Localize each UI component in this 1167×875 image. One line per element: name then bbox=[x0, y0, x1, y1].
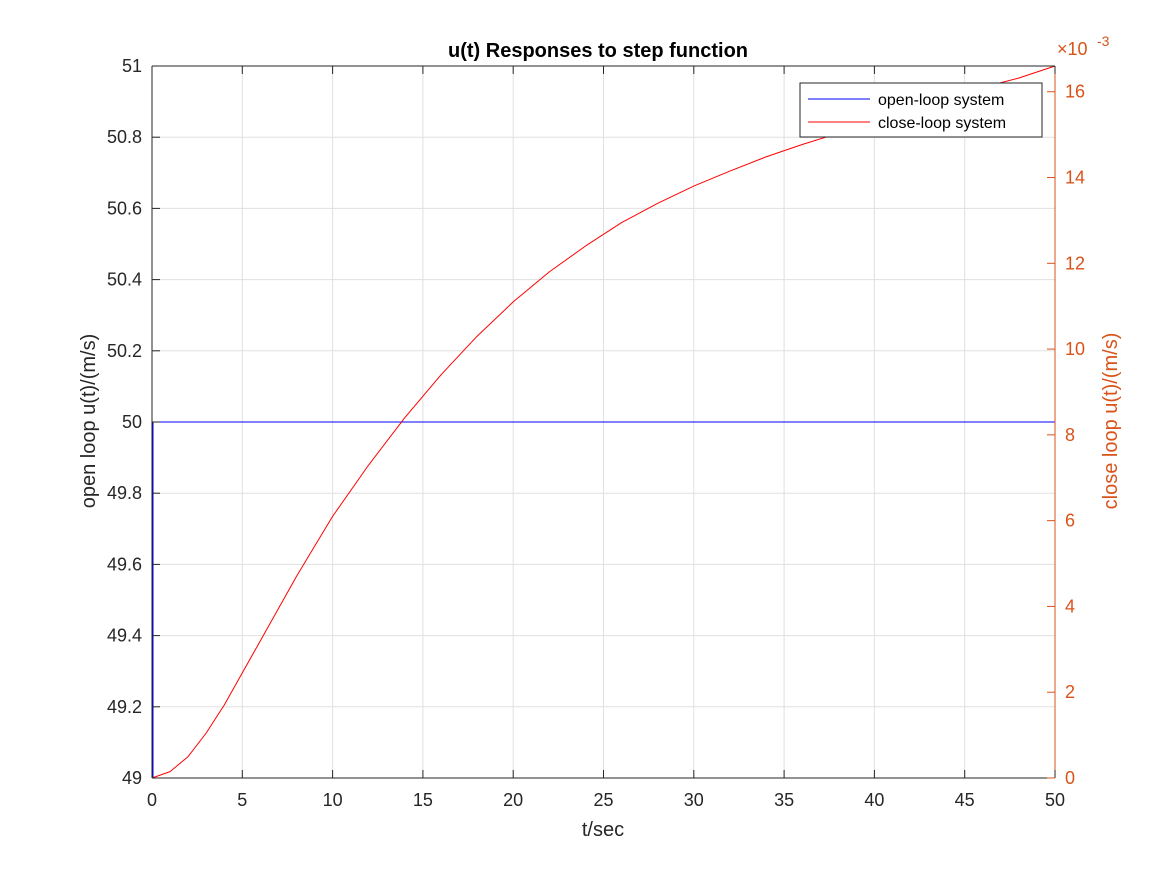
y-left-tick-label: 49.2 bbox=[107, 697, 142, 717]
x-tick-label: 25 bbox=[593, 790, 613, 810]
y-left-tick-label: 49.6 bbox=[107, 554, 142, 574]
x-tick-label: 40 bbox=[864, 790, 884, 810]
y-left-tick-label: 50.8 bbox=[107, 127, 142, 147]
y-right-tick-label: 6 bbox=[1065, 511, 1075, 531]
y-axis-left-label: open loop u(t)/(m/s) bbox=[78, 334, 100, 509]
y-left-tick-label: 50 bbox=[122, 412, 142, 432]
y-right-tick-label: 8 bbox=[1065, 425, 1075, 445]
tick-labels: 0 5 10 15 20 25 30 35 40 45 504949.249.449.649.850… bbox=[107, 56, 1085, 810]
y-right-tick-label: 2 bbox=[1065, 682, 1075, 702]
x-tick-label: 50 bbox=[1045, 790, 1065, 810]
y-right-tick-label: 4 bbox=[1065, 596, 1075, 616]
y-right-tick-label: 12 bbox=[1065, 253, 1085, 273]
chart-title: u(t) Responses to step function bbox=[448, 40, 748, 62]
x-tick-label: 35 bbox=[774, 790, 794, 810]
y-left-tick-label: 49.8 bbox=[107, 483, 142, 503]
y-axis-right-label: close loop u(t)/(m/s) bbox=[1100, 333, 1122, 510]
exponent-base: ×10 bbox=[1057, 39, 1088, 59]
y-left-tick-label: 50.2 bbox=[107, 341, 142, 361]
x-tick-label: 30 bbox=[684, 790, 704, 810]
y-right-tick-label: 10 bbox=[1065, 339, 1085, 359]
y-right-tick-label: 16 bbox=[1065, 82, 1085, 102]
y-left-tick-label: 49 bbox=[122, 768, 142, 788]
x-tick-label: 45 bbox=[955, 790, 975, 810]
y-right-tick-label: 0 bbox=[1065, 768, 1075, 788]
x-tick-label: 20 bbox=[503, 790, 523, 810]
y-left-tick-label: 51 bbox=[122, 56, 142, 76]
x-tick-label: 5 bbox=[237, 790, 247, 810]
x-axis-label: t/sec bbox=[582, 819, 624, 841]
axes bbox=[151, 65, 1056, 779]
y-left-tick-label: 49.4 bbox=[107, 626, 142, 646]
y-left-tick-label: 50.6 bbox=[107, 198, 142, 218]
legend: open-loop system close-loop system bbox=[799, 82, 1043, 138]
x-tick-label: 0 bbox=[147, 790, 157, 810]
legend-label-open-loop: open-loop system bbox=[878, 92, 1004, 109]
y-right-tick-label: 14 bbox=[1065, 168, 1085, 188]
x-tick-label: 15 bbox=[413, 790, 433, 810]
legend-box bbox=[799, 82, 1043, 138]
exponent-power: -3 bbox=[1097, 33, 1110, 49]
legend-label-close-loop: close-loop system bbox=[878, 115, 1006, 132]
right-axis-exponent: ×10 -3 bbox=[1057, 33, 1110, 59]
y-left-tick-label: 50.4 bbox=[107, 270, 142, 290]
x-tick-label: 10 bbox=[323, 790, 343, 810]
